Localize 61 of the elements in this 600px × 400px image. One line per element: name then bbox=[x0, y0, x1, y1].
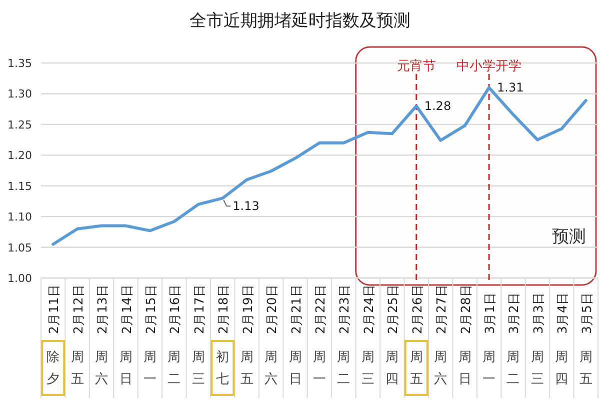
y-tick-label: 1.30 bbox=[8, 88, 32, 101]
x-tick-label: 2月14日 bbox=[118, 284, 134, 334]
text: 除夕 bbox=[46, 350, 60, 387]
y-tick-label: 1.35 bbox=[8, 57, 32, 70]
y-tick-label: 1.05 bbox=[8, 241, 32, 254]
y-tick-label: 1.15 bbox=[8, 180, 32, 193]
x-tick-label: 2月19日 bbox=[240, 284, 255, 334]
text: 周四 bbox=[555, 350, 568, 387]
x-tick-label: 2月28日 bbox=[458, 284, 473, 334]
ref-line-label: 元宵节 bbox=[396, 58, 436, 74]
y-tick-label: 1.10 bbox=[8, 210, 32, 224]
x-tick-label: 2月11日 bbox=[46, 284, 62, 334]
data-label: 1.28 bbox=[424, 99, 452, 113]
text: 周二 bbox=[337, 350, 350, 387]
text: 周日 bbox=[119, 350, 132, 387]
text: 周二 bbox=[506, 350, 520, 387]
text: 周四 bbox=[386, 350, 399, 387]
x-tick-label: 2月16日 bbox=[167, 284, 182, 334]
text: 周一 bbox=[313, 350, 326, 387]
x-tick-label: 2月20日 bbox=[264, 284, 280, 334]
x-tick-label: 2月25日 bbox=[385, 284, 400, 334]
x-tick-label: 3月5日 bbox=[578, 292, 594, 334]
x-tick-label: 2月17日 bbox=[191, 284, 206, 334]
chart-title: 全市近期拥堵延时指数及预测 bbox=[190, 11, 410, 31]
text: 周日 bbox=[458, 350, 472, 387]
x-tick-label: 2月27日 bbox=[434, 284, 449, 334]
x-tick-label: 2月21日 bbox=[288, 284, 304, 334]
text: 周六 bbox=[264, 350, 278, 387]
x-tick-label: 2月22日 bbox=[312, 284, 328, 334]
text: 周六 bbox=[434, 350, 448, 387]
x-tick-label: 3月4日 bbox=[554, 292, 570, 334]
data-label: 1.13 bbox=[232, 199, 260, 214]
x-tick-label: 3月1日 bbox=[482, 292, 498, 334]
band-label: 预测 bbox=[552, 227, 586, 247]
y-tick-label: 1.25 bbox=[8, 118, 32, 132]
text: 周五 bbox=[410, 350, 423, 387]
text: 周三 bbox=[192, 350, 205, 387]
text: 周一 bbox=[143, 350, 156, 387]
y-tick-label: 1.00 bbox=[8, 272, 32, 285]
text: 周一 bbox=[482, 350, 496, 387]
text: 周五 bbox=[579, 350, 592, 387]
x-tick-label: 2月15日 bbox=[142, 284, 158, 334]
x-tick-label: 2月12日 bbox=[70, 284, 86, 334]
text: 周日 bbox=[288, 350, 302, 387]
x-tick-label: 2月23日 bbox=[336, 284, 352, 334]
x-tick-label: 2月13日 bbox=[94, 284, 110, 334]
text: 周三 bbox=[361, 350, 374, 387]
x-tick-label: 2月18日 bbox=[216, 284, 231, 334]
text: 周六 bbox=[95, 350, 108, 387]
text: 初七 bbox=[216, 350, 230, 387]
x-tick-label: 2月24日 bbox=[360, 284, 376, 334]
x-tick-label: 2月26日 bbox=[409, 284, 424, 334]
text: 周五 bbox=[70, 350, 84, 387]
text: 周二 bbox=[168, 350, 181, 387]
text: 周五 bbox=[240, 350, 254, 387]
x-tick-label: 3月2日 bbox=[506, 292, 522, 334]
data-label: 1.31 bbox=[497, 80, 524, 95]
x-tick-label: 3月3日 bbox=[530, 292, 546, 334]
ref-line-label: 中小学开学 bbox=[456, 59, 522, 74]
y-tick-label: 1.20 bbox=[8, 149, 32, 162]
text: 周三 bbox=[530, 350, 544, 387]
